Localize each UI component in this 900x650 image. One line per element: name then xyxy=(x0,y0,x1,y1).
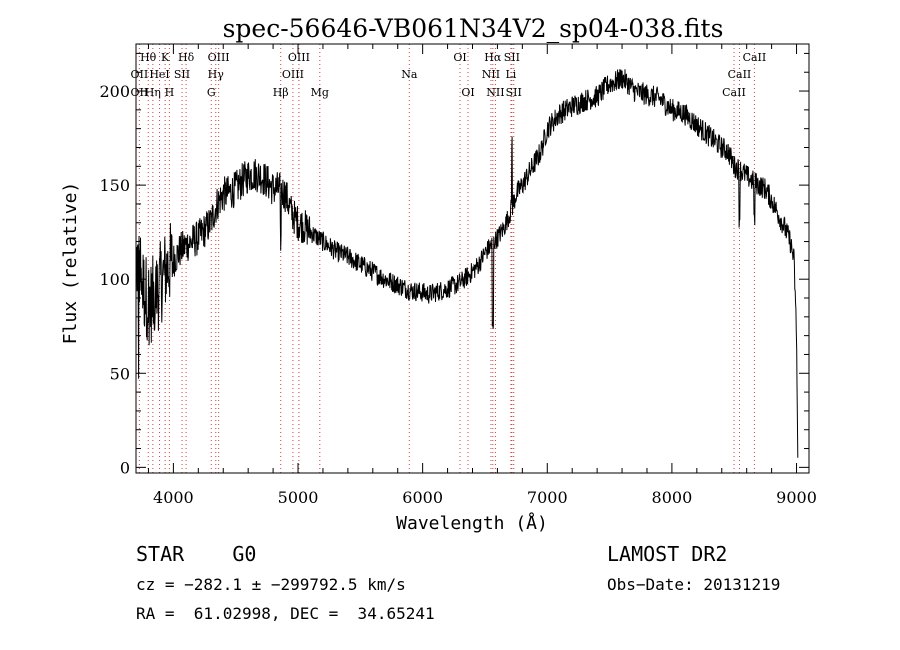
y-tick-label: 200 xyxy=(99,82,130,101)
spectral-line-label: H xyxy=(165,86,175,99)
spectral-line-label: CaII xyxy=(722,86,746,99)
spectrum-line xyxy=(135,69,799,458)
spectral-line-label: SII xyxy=(174,68,190,81)
spectral-line-label: SII xyxy=(506,86,522,99)
survey-name: LAMOST DR2 xyxy=(607,542,728,566)
spectral-line-label: Hα xyxy=(484,51,502,64)
spectral-line-label: CaII xyxy=(728,68,752,81)
spectral-line-label: Hη xyxy=(145,86,161,99)
sky-coordinates: RA = 61.02998, DEC = 34.65241 xyxy=(136,604,435,623)
spectral-line-markers xyxy=(138,44,755,473)
x-axis-label: Wavelength (Å) xyxy=(396,512,548,534)
x-tick-label: 7000 xyxy=(527,488,568,507)
spectral-line-label: HeI xyxy=(149,68,169,81)
x-tick-label: 4000 xyxy=(153,488,194,507)
spectral-line-label: Li xyxy=(505,68,516,81)
spectral-line-label: OII xyxy=(131,86,149,99)
spectral-line-label: Hθ xyxy=(140,51,157,64)
spectral-line-label: OIII xyxy=(282,68,304,81)
x-tick-label: 6000 xyxy=(402,488,443,507)
spectral-line-label: K xyxy=(161,51,170,64)
x-tick-label: 8000 xyxy=(652,488,693,507)
observation-date: Obs−Date: 20131219 xyxy=(607,575,781,594)
redshift-readout: cz = −282.1 ± −299792.5 km/s xyxy=(136,575,406,594)
spectrum-series xyxy=(135,69,799,458)
y-tick-label: 50 xyxy=(110,364,130,383)
spectral-line-label: OI xyxy=(453,51,466,64)
spectral-line-label: OIII xyxy=(208,51,230,64)
spectral-line-label: OI xyxy=(461,86,474,99)
spectral-line-label: G xyxy=(207,86,216,99)
x-tick-label: 9000 xyxy=(776,488,817,507)
spectral-line-label: OIII xyxy=(288,51,310,64)
x-axis: 4000 5000 6000 7000 8000 9000 xyxy=(147,44,817,507)
spectral-line-label: Hβ xyxy=(273,86,289,99)
spectral-line-label: OII xyxy=(131,68,149,81)
chart-title: spec-56646-VB061N34V2_sp04-038.fits xyxy=(223,14,724,43)
plot-frame xyxy=(135,43,810,474)
spectral-line-label: Mg xyxy=(311,86,329,99)
spectral-line-label: Hγ xyxy=(208,68,225,81)
spectral-line-label: CaII xyxy=(743,51,767,64)
spectral-line-label: NII xyxy=(482,68,500,81)
x-tick-label: 5000 xyxy=(278,488,319,507)
y-tick-label: 150 xyxy=(99,176,130,195)
spectral-line-label: SII xyxy=(504,51,520,64)
object-class: STAR G0 xyxy=(136,542,257,566)
y-tick-label: 100 xyxy=(99,270,130,289)
spectral-line-label: NII xyxy=(486,86,504,99)
y-axis-label: Flux (relative) xyxy=(60,182,81,345)
spectral-line-label: Na xyxy=(401,68,418,81)
y-axis: 0 50 100 150 200 xyxy=(99,52,809,477)
y-tick-label: 0 xyxy=(120,458,130,477)
spectral-line-label: Hδ xyxy=(178,51,195,64)
